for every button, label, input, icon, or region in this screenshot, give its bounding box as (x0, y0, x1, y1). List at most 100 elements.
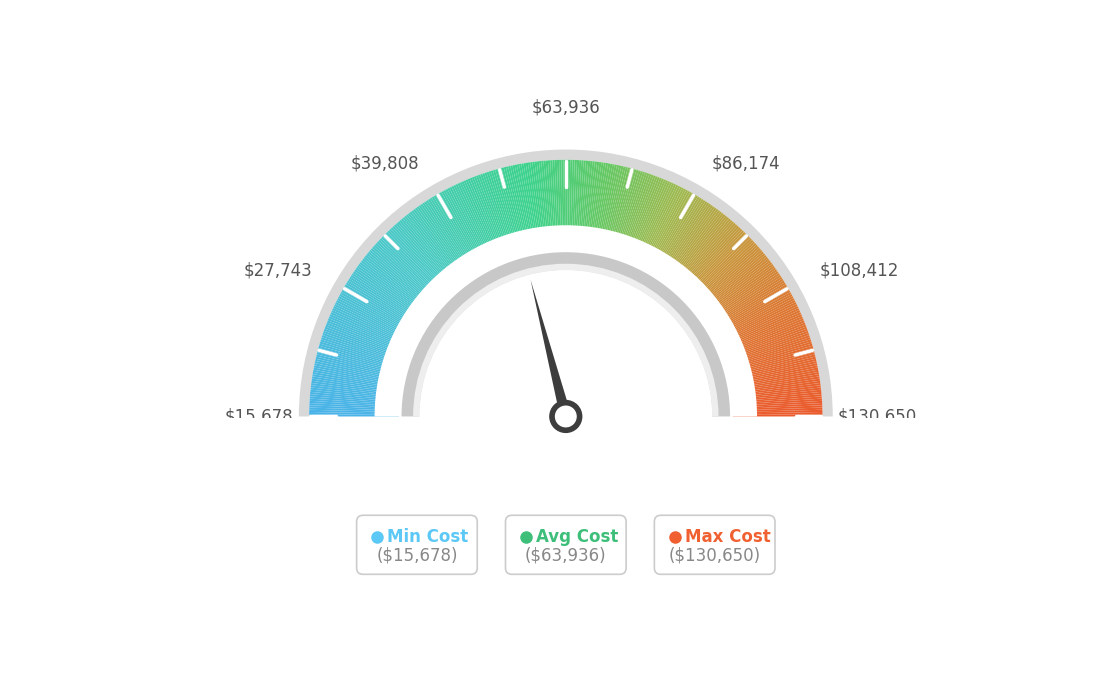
Wedge shape (374, 225, 757, 417)
Wedge shape (332, 308, 415, 347)
Wedge shape (478, 175, 510, 259)
Wedge shape (354, 269, 429, 322)
Wedge shape (651, 197, 700, 274)
Wedge shape (725, 344, 813, 371)
Wedge shape (452, 186, 492, 267)
Wedge shape (397, 221, 457, 290)
Wedge shape (413, 209, 468, 282)
Text: ($130,650): ($130,650) (669, 546, 761, 564)
Wedge shape (495, 169, 521, 256)
Wedge shape (309, 403, 400, 409)
Wedge shape (311, 385, 401, 397)
Wedge shape (678, 226, 740, 293)
Wedge shape (508, 166, 530, 254)
Wedge shape (548, 160, 555, 250)
Wedge shape (375, 243, 443, 305)
Wedge shape (311, 381, 401, 395)
Wedge shape (506, 166, 529, 254)
Wedge shape (728, 357, 816, 379)
Wedge shape (368, 251, 438, 310)
Wedge shape (591, 163, 606, 252)
Wedge shape (583, 161, 595, 250)
Wedge shape (318, 348, 405, 373)
Wedge shape (499, 168, 524, 255)
Wedge shape (338, 296, 418, 339)
Wedge shape (316, 359, 403, 380)
Wedge shape (586, 161, 599, 251)
Wedge shape (315, 363, 403, 383)
Wedge shape (673, 220, 732, 290)
Wedge shape (650, 195, 698, 273)
Wedge shape (593, 164, 611, 252)
Wedge shape (416, 206, 470, 281)
Wedge shape (492, 170, 520, 257)
Wedge shape (418, 205, 471, 280)
Wedge shape (323, 331, 408, 362)
Wedge shape (410, 211, 466, 284)
Wedge shape (704, 273, 779, 324)
Text: $86,174: $86,174 (712, 154, 781, 172)
Wedge shape (537, 161, 549, 250)
Wedge shape (445, 189, 489, 269)
Text: ($15,678): ($15,678) (376, 546, 458, 564)
Wedge shape (660, 205, 713, 280)
Wedge shape (444, 190, 488, 270)
Wedge shape (636, 184, 677, 266)
Wedge shape (336, 302, 416, 344)
Wedge shape (464, 180, 500, 264)
Wedge shape (723, 328, 808, 361)
Wedge shape (573, 160, 580, 250)
Wedge shape (497, 168, 522, 256)
Wedge shape (698, 259, 769, 315)
Wedge shape (635, 183, 675, 265)
Text: Avg Cost: Avg Cost (537, 528, 618, 546)
Wedge shape (677, 224, 737, 293)
Wedge shape (432, 197, 480, 274)
Wedge shape (618, 173, 649, 259)
Wedge shape (649, 194, 696, 273)
Wedge shape (309, 399, 400, 406)
Wedge shape (376, 241, 444, 304)
Wedge shape (714, 298, 795, 341)
Text: $63,936: $63,936 (531, 98, 601, 116)
Wedge shape (316, 357, 404, 379)
Wedge shape (554, 160, 560, 250)
Wedge shape (357, 266, 431, 319)
Wedge shape (457, 183, 497, 265)
Wedge shape (721, 322, 806, 357)
Wedge shape (684, 237, 751, 301)
Wedge shape (729, 359, 816, 380)
Wedge shape (612, 170, 639, 257)
Wedge shape (622, 175, 654, 259)
Wedge shape (349, 277, 426, 327)
Wedge shape (482, 173, 513, 259)
Wedge shape (336, 300, 417, 342)
Wedge shape (733, 412, 822, 415)
Wedge shape (299, 150, 832, 417)
Wedge shape (710, 288, 789, 335)
Wedge shape (731, 383, 820, 396)
Wedge shape (326, 324, 410, 358)
Wedge shape (675, 221, 734, 290)
Wedge shape (582, 161, 593, 250)
Wedge shape (613, 170, 640, 257)
Wedge shape (670, 215, 728, 287)
Wedge shape (729, 363, 817, 383)
Wedge shape (310, 396, 400, 405)
Wedge shape (682, 233, 747, 299)
Wedge shape (362, 259, 434, 315)
Wedge shape (514, 164, 534, 253)
Wedge shape (671, 217, 729, 288)
Wedge shape (626, 177, 660, 262)
Wedge shape (348, 279, 425, 328)
Wedge shape (703, 271, 778, 323)
Wedge shape (329, 316, 412, 353)
Wedge shape (333, 306, 415, 346)
Polygon shape (53, 417, 1079, 690)
Wedge shape (541, 161, 551, 250)
Wedge shape (723, 331, 808, 362)
Wedge shape (314, 370, 402, 388)
Wedge shape (331, 310, 414, 348)
Wedge shape (311, 379, 401, 393)
Wedge shape (447, 188, 490, 268)
